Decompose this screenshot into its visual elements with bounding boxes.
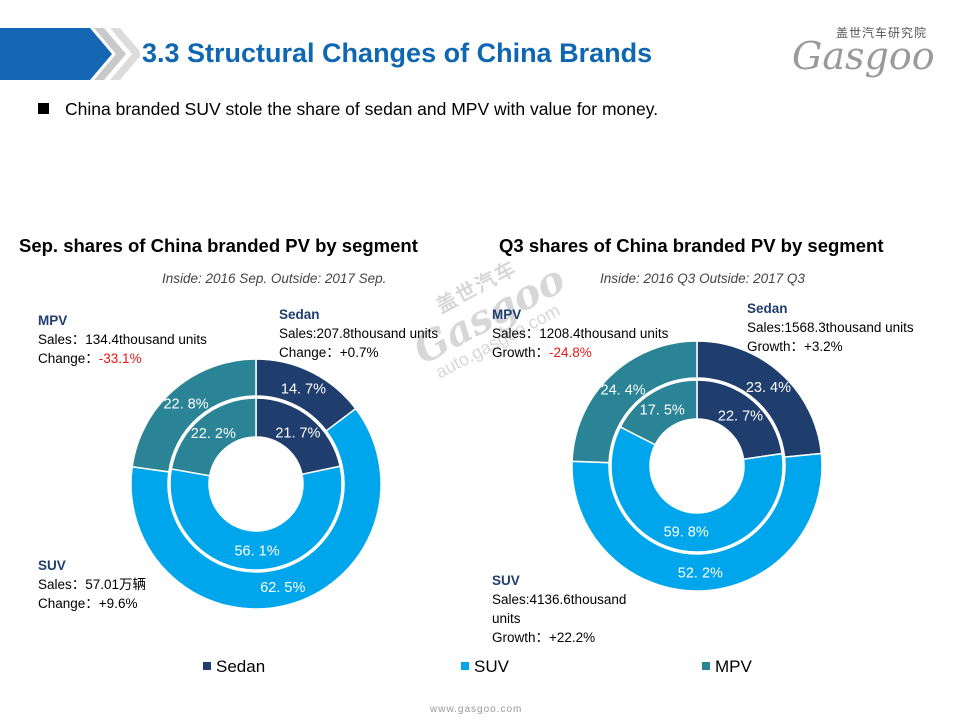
segment-sales: Sales:1568.3thousand units — [747, 320, 914, 335]
segment-change: Change：-33.1% — [38, 351, 142, 366]
segment-sales-unit: units — [492, 611, 521, 626]
chevron-bar — [0, 28, 112, 80]
slice-label-outer-sedan: 23. 4% — [746, 380, 791, 396]
chevron-stripe-2 — [110, 28, 140, 80]
slide-header: 3.3 Structural Changes of China Brands 盖… — [0, 26, 960, 80]
slice-label-outer-mpv: 24. 4% — [601, 382, 646, 398]
segment-change: Growth：+22.2% — [492, 630, 596, 645]
chart-1-sedan-annotation: Sedan Sales:207.8thousand units Change：+… — [279, 305, 438, 362]
slice-label-inner-mpv: 17. 5% — [640, 402, 685, 418]
bullet-square-icon — [38, 103, 49, 114]
segment-name: SUV — [492, 573, 520, 588]
legend-item-mpv: MPV — [702, 657, 752, 677]
slice-outer-mpv — [571, 340, 698, 464]
segment-name: SUV — [38, 558, 66, 573]
segment-sales: Sales:207.8thousand units — [279, 326, 439, 341]
chart-2-subtitle: Inside: 2016 Q3 Outside: 2017 Q3 — [600, 271, 805, 286]
slice-label-outer-sedan: 14. 7% — [281, 382, 326, 398]
segment-name: Sedan — [279, 307, 320, 322]
legend-item-sedan: Sedan — [203, 657, 265, 677]
segment-name: MPV — [38, 313, 68, 328]
slice-label-inner-sedan: 21. 7% — [275, 425, 320, 441]
segment-change: Growth：-24.8% — [492, 345, 592, 360]
chart-2-title: Q3 shares of China branded PV by segment — [499, 235, 884, 256]
legend-swatch-sedan — [203, 662, 211, 670]
slice-outer-suv — [571, 452, 823, 592]
segment-change: Change：+0.7% — [279, 345, 379, 360]
chart-legend: Sedan SUV MPV — [0, 657, 960, 681]
slice-label-inner-suv: 56. 1% — [234, 543, 279, 559]
chart-1-subtitle: Inside: 2016 Sep. Outside: 2017 Sep. — [162, 271, 387, 286]
slice-inner-suv — [610, 425, 784, 553]
segment-sales: Sales:4136.6thousand — [492, 592, 627, 607]
legend-swatch-suv — [461, 662, 469, 670]
slice-inner-suv — [169, 465, 343, 571]
chart-2-donut: 22. 7% 59. 8% 17. 5% 23. 4% 52. 2% 24. 4% — [571, 340, 823, 592]
chart-2-suv-annotation: SUV Sales:4136.6thousand units Growth：+2… — [492, 571, 626, 647]
chevron-stripe-1 — [94, 28, 126, 80]
slice-inner-mpv — [619, 379, 698, 446]
segment-sales: Sales：57.01万辆 — [38, 577, 147, 592]
chart-2-mpv-annotation: MPV Sales：1208.4thousand units Growth：-2… — [492, 305, 668, 362]
chart-1-mpv-annotation: MPV Sales：134.4thousand units Change：-33… — [38, 311, 207, 368]
slice-inner-mpv — [170, 397, 257, 477]
slice-label-outer-mpv: 22. 8% — [163, 397, 208, 413]
slice-label-outer-suv: 52. 2% — [678, 565, 723, 581]
segment-change: Change：+9.6% — [38, 596, 138, 611]
footer-url: www.gasgoo.com — [430, 704, 523, 715]
segment-sales: Sales：134.4thousand units — [38, 332, 207, 347]
gasgoo-logo: 盖世汽车研究院 Gasgoo — [792, 24, 952, 84]
slice-label-inner-suv: 59. 8% — [664, 525, 709, 541]
chart-1-donut: 21. 7% 56. 1% 22. 2% 14. 7% 62. 5% 22. 8% — [130, 358, 382, 610]
segment-name: MPV — [492, 307, 522, 322]
segment-change: Growth：+3.2% — [747, 339, 843, 354]
slice-label-inner-mpv: 22. 2% — [191, 426, 236, 442]
page-title: 3.3 Structural Changes of China Brands — [142, 38, 653, 68]
bullet-text: China branded SUV stole the share of sed… — [65, 99, 659, 119]
chevron-decoration — [0, 28, 140, 80]
bullet-point: China branded SUV stole the share of sed… — [38, 99, 658, 120]
chart-2-sedan-annotation: Sedan Sales:1568.3thousand units Growth：… — [747, 299, 914, 356]
legend-item-suv: SUV — [461, 657, 509, 677]
chart-1-title: Sep. shares of China branded PV by segme… — [19, 235, 418, 256]
legend-swatch-mpv — [702, 662, 710, 670]
segment-name: Sedan — [747, 301, 788, 316]
logo-wordmark: Gasgoo — [792, 34, 935, 78]
slice-outer-suv — [130, 407, 382, 610]
slice-label-outer-suv: 62. 5% — [260, 580, 305, 596]
slice-outer-mpv — [131, 358, 257, 473]
segment-sales: Sales：1208.4thousand units — [492, 326, 669, 341]
chart-1-suv-annotation: SUV Sales：57.01万辆 Change：+9.6% — [38, 556, 146, 613]
logo-cn-text: 盖世汽车研究院 — [836, 26, 928, 40]
slice-label-inner-sedan: 22. 7% — [718, 409, 763, 425]
